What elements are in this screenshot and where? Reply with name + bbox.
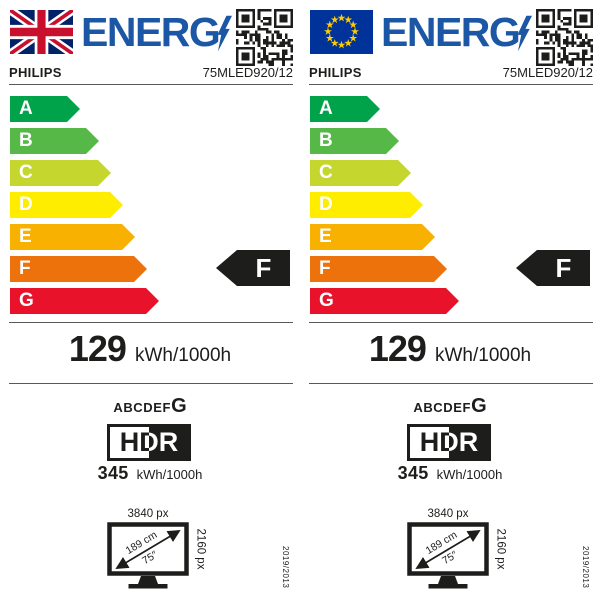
qr-code	[236, 9, 293, 66]
h-res-label: 3840 px	[428, 508, 469, 520]
hdr-consumption: 345 kWh/1000h	[0, 463, 300, 484]
grade-letter: A	[319, 98, 333, 119]
scale-arrow-e: E	[10, 224, 135, 250]
model-number: 75MLED920/12	[202, 65, 293, 80]
hdr-value: 345	[397, 463, 429, 483]
divider	[9, 322, 293, 323]
eu-flag-icon	[310, 10, 373, 54]
hdr-logo-text: HDR	[419, 427, 479, 457]
scale-arrow-a: A	[310, 96, 380, 122]
energ-logo-text: ENERG	[81, 9, 221, 55]
brand-row: PHILIPS 75MLED920/12	[9, 65, 293, 86]
energy-label-eu: ENERG PHILIPS 75MLED920/12 A B C D E F G…	[300, 0, 600, 600]
hdr-scale-text: ABCDEFG	[300, 396, 600, 416]
scale-arrow-b: B	[310, 128, 399, 154]
sdr-unit: kWh/1000h	[434, 345, 532, 366]
scale-arrow-b: B	[10, 128, 99, 154]
diagonal-arrow	[415, 530, 481, 569]
supplier-name: PHILIPS	[9, 65, 62, 80]
hdr-consumption: 345 kWh/1000h	[300, 463, 600, 484]
grade-letter: G	[19, 290, 34, 311]
brand-row: PHILIPS 75MLED920/12	[309, 65, 593, 86]
tv-stand-base	[428, 584, 468, 589]
model-number: 75MLED920/12	[502, 65, 593, 80]
scale-arrow-d: D	[10, 192, 123, 218]
hdr-logo-text: HDR	[119, 427, 179, 457]
hdr-scale-prefix: ABCDEF	[413, 400, 472, 415]
v-res-label: 2160 px	[495, 529, 507, 570]
hdr-scale-max: G	[171, 395, 187, 417]
regulation-number: 2019/2013	[581, 546, 590, 589]
sdr-value: 129	[368, 328, 427, 369]
divider	[9, 383, 293, 384]
scale-arrow-d: D	[310, 192, 423, 218]
screen-spec-pictogram: 3840 px 189 cm 75″ 2160 px	[407, 508, 507, 589]
hdr-unit: kWh/1000h	[136, 467, 203, 482]
grade-letter: F	[319, 258, 331, 279]
hdr-logo: HDR HDR	[107, 424, 191, 461]
rated-class-letter: F	[555, 252, 572, 283]
grade-letter: B	[319, 130, 333, 151]
scale-arrow-e: E	[310, 224, 435, 250]
hdr-logo-text: HDR	[119, 427, 179, 457]
divider	[309, 383, 593, 384]
v-res-label: 2160 px	[195, 529, 207, 570]
tv-stand	[438, 576, 458, 584]
efficiency-scale: A B C D E F G F	[10, 96, 290, 320]
grade-letter: A	[19, 98, 33, 119]
sdr-value: 129	[68, 328, 127, 369]
grade-letter: G	[319, 290, 334, 311]
scale-arrow-c: C	[310, 160, 411, 186]
lightning-bolt-icon	[217, 15, 232, 52]
supplier-name: PHILIPS	[309, 65, 362, 80]
rated-class-arrow: F	[216, 250, 290, 286]
efficiency-scale: A B C D E F G F	[310, 96, 590, 320]
sdr-unit: kWh/1000h	[134, 345, 232, 366]
eu-flag-stars	[324, 13, 359, 49]
grade-letter: F	[19, 258, 31, 279]
hdr-logo: HDR HDR	[407, 424, 491, 461]
scale-arrow-f: F	[10, 256, 147, 282]
h-res-label: 3840 px	[128, 508, 169, 520]
diagonal-arrow	[115, 530, 181, 569]
hdr-value: 345	[97, 463, 129, 483]
screen-spec-pictogram: 3840 px 189 cm 75″ 2160 px	[107, 508, 207, 589]
energy-label-uk: ENERG PHILIPS 75MLED920/12 A B C D E F G…	[0, 9, 300, 589]
grade-letter: E	[19, 226, 32, 247]
rated-class-letter: F	[255, 252, 272, 283]
lightning-bolt-icon	[517, 15, 532, 52]
hdr-scale-text: ABCDEFG	[0, 396, 300, 416]
regulation-number: 2019/2013	[281, 546, 290, 589]
hdr-scale-max: G	[471, 395, 487, 417]
grade-letter: C	[319, 162, 333, 183]
grade-letter: D	[319, 194, 333, 215]
grade-letter: B	[19, 130, 33, 151]
scale-arrow-c: C	[10, 160, 111, 186]
sdr-consumption: 129 kWh/1000h	[300, 330, 600, 368]
qr-code	[536, 9, 593, 66]
scale-arrow-g: G	[10, 288, 159, 314]
hdr-scale-prefix: ABCDEF	[113, 400, 172, 415]
rated-class-arrow: F	[516, 250, 590, 286]
hdr-unit: kWh/1000h	[436, 467, 503, 482]
divider	[309, 322, 593, 323]
tv-stand	[138, 576, 158, 584]
grade-letter: E	[319, 226, 332, 247]
scale-arrow-f: F	[310, 256, 447, 282]
scale-arrow-g: G	[310, 288, 459, 314]
grade-letter: D	[19, 194, 33, 215]
hdr-logo-text: HDR	[419, 427, 479, 457]
grade-letter: C	[19, 162, 33, 183]
energ-logo-text: ENERG	[381, 9, 521, 55]
scale-arrow-a: A	[10, 96, 80, 122]
sdr-consumption: 129 kWh/1000h	[0, 330, 300, 368]
uk-flag-icon	[10, 10, 73, 54]
tv-stand-base	[128, 584, 168, 589]
